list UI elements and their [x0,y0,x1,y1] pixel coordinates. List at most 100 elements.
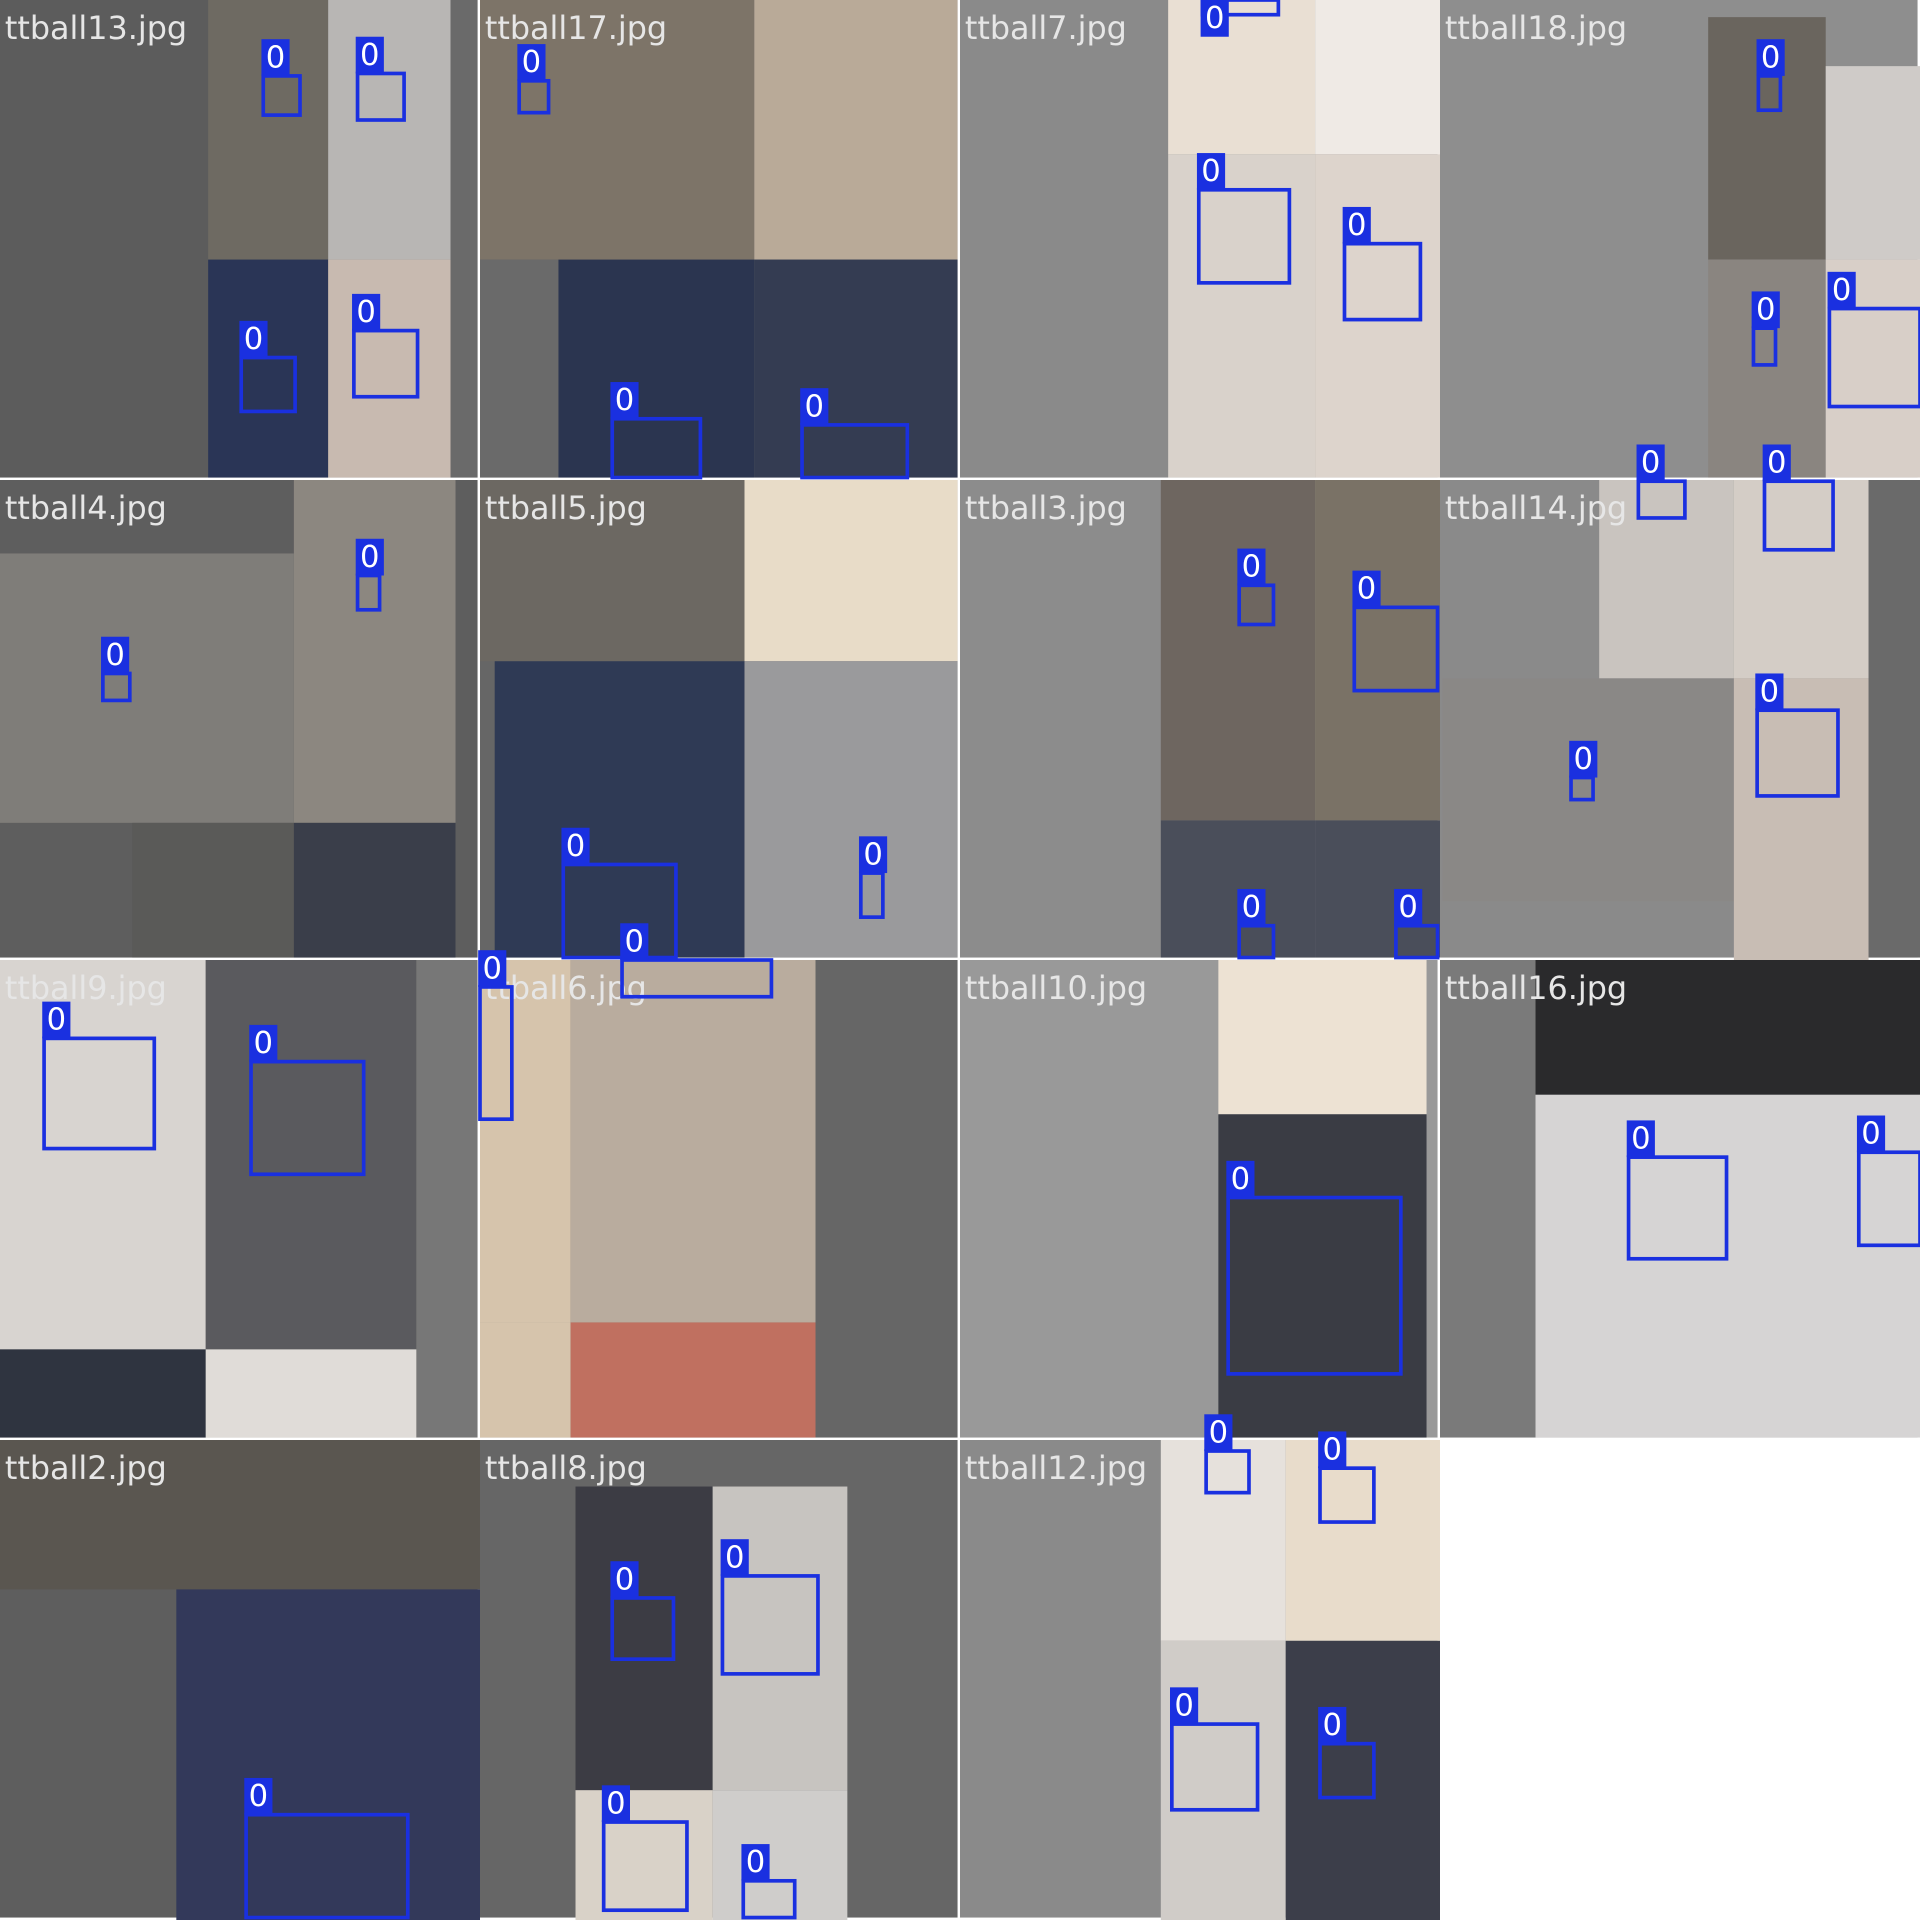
tile-title: ttball17.jpg [485,9,667,47]
tile-title: ttball9.jpg [5,969,167,1007]
tile-title: ttball13.jpg [5,9,187,47]
photo-region [1868,480,1920,958]
box-label: 0 [105,638,124,673]
box-label: 0 [1574,742,1593,777]
box-label: 0 [1761,40,1780,75]
box-label: 0 [1209,1415,1228,1450]
photo-region [1160,480,1316,821]
bounding-box [42,1036,157,1151]
box-label-bg [741,1844,770,1881]
bounding-box [249,1059,366,1177]
box-label-bg [249,1024,278,1062]
box-label-bg [1196,153,1226,190]
tile-title: ttball2.jpg [5,1449,167,1487]
box-label-bg [1318,1706,1347,1744]
box-label-bg [1204,1414,1233,1452]
box-label: 0 [360,38,379,73]
box-label-bg [101,636,130,674]
photo-region [0,1440,480,1590]
box-label-bg [1170,1687,1199,1725]
bounding-box [1755,708,1840,798]
photo-region [1535,960,1920,1095]
box-label-bg [800,388,829,425]
box-label: 0 [1201,154,1220,189]
tile-title: ttball4.jpg [5,489,167,527]
box-label: 0 [1767,446,1786,481]
box-label: 0 [746,1845,765,1880]
photo-region [754,259,958,478]
photo-region [293,822,456,958]
photo-region [570,960,816,1323]
box-label-bg [1755,673,1784,711]
photo-region [744,480,958,662]
bounding-box [1170,1722,1260,1812]
box-label-bg [1237,548,1266,586]
bounding-box [355,71,406,122]
box-label-bg [517,44,546,81]
box-label-bg [355,36,384,74]
box-label: 0 [360,540,379,575]
bounding-box [244,1812,410,1920]
box-label-bg [561,827,590,865]
box-label: 0 [606,1786,625,1821]
box-label: 0 [1231,1162,1250,1197]
photo-region [450,0,478,478]
photo-region [1599,480,1734,679]
box-label: 0 [1861,1117,1880,1152]
box-label: 0 [1323,1708,1342,1743]
box-label: 0 [522,45,541,80]
box-label-bg [1200,0,1229,37]
box-label: 0 [249,1779,268,1814]
photo-region [328,259,451,478]
bounding-box [620,958,774,999]
box-label-bg [1318,1431,1347,1469]
box-label-bg [352,293,381,331]
bounding-box [1827,306,1920,409]
photo-region [494,661,745,958]
box-label-bg [1762,444,1791,482]
box-label-bg [261,39,290,76]
photo-region [1168,154,1316,478]
photo-region [1168,0,1316,155]
box-label: 0 [1242,550,1261,585]
box-label: 0 [266,40,285,75]
box-label-bg [1569,740,1598,778]
bounding-box [1352,605,1440,693]
box-label-bg [1394,888,1423,926]
box-label-bg [239,320,268,358]
box-label: 0 [1760,675,1779,710]
box-label: 0 [47,1003,66,1038]
box-label: 0 [1756,293,1775,328]
tile-title: ttball16.jpg [1445,969,1627,1007]
photo-region [1285,1440,1440,1641]
photo-region [1160,1640,1286,1920]
bounding-box [1318,1466,1376,1524]
photo-region [205,960,417,1350]
box-label-bg [244,1777,273,1815]
box-label-bg [858,836,888,874]
photo-region [1442,678,1734,902]
photo-region [558,259,755,478]
photo-region [575,1790,713,1920]
box-label-bg [1342,206,1371,244]
box-label-bg [1856,1115,1886,1153]
box-label: 0 [1398,890,1417,925]
photo-region [754,0,958,260]
bounding-box [1762,479,1835,552]
photo-region [293,480,456,823]
photo-region [1315,0,1440,155]
tile-title: ttball3.jpg [965,489,1127,527]
photo-region [480,480,745,662]
photo-region [480,0,755,260]
photo-region [0,1349,206,1438]
box-label-bg [1827,271,1856,309]
box-label-bg [1756,39,1785,76]
photo-region [1160,1440,1286,1641]
box-label: 0 [356,295,375,330]
box-label: 0 [1357,572,1376,607]
photo-region [0,553,294,823]
box-label-bg [1237,888,1266,926]
photo-region [1825,66,1920,260]
box-label-bg [720,1539,749,1576]
